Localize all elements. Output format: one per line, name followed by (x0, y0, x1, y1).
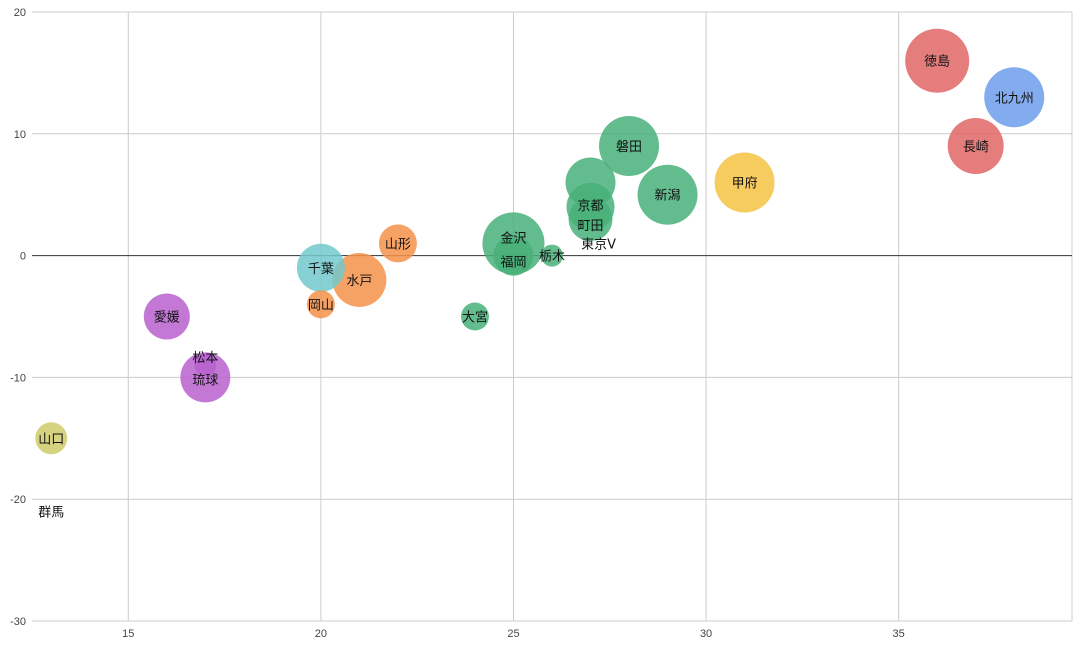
bubble-label: 山口 (38, 432, 64, 447)
bubble (568, 197, 613, 242)
bubble-label: 栃木 (539, 250, 565, 265)
y-tick-label: 20 (14, 7, 26, 19)
bubble-label: 福岡 (500, 256, 526, 271)
bubble (599, 115, 660, 176)
y-tick-label: 10 (14, 129, 26, 141)
bubble-label: 水戸 (346, 274, 372, 289)
bubble (714, 152, 775, 213)
x-tick-label: 35 (893, 628, 905, 640)
x-tick-label: 30 (700, 628, 712, 640)
bubble-label: 岡山 (308, 298, 334, 313)
bubble-label: 徳島 (924, 55, 950, 70)
bubble (905, 28, 970, 93)
bubble (493, 235, 534, 276)
x-tick-label: 20 (315, 628, 327, 640)
bubble-label: 千葉 (308, 262, 334, 277)
y-tick-label: -20 (10, 494, 26, 506)
bubble (296, 243, 345, 292)
bubble-label: 甲府 (732, 177, 758, 192)
bubble (35, 422, 68, 455)
bubble-label: 町田 (578, 219, 604, 234)
bubble (143, 293, 190, 340)
bubble (947, 117, 1004, 174)
bubble (460, 302, 489, 331)
bubble-label: 大宮 (462, 310, 488, 326)
bubble-label: 松本 (192, 351, 218, 366)
bubble (332, 252, 387, 307)
bubble-label: 東京V (581, 236, 616, 252)
bubble (306, 290, 335, 319)
bubble-label: 京都 (578, 199, 604, 214)
bubble-label: 群馬 (38, 505, 64, 520)
bubble-label: 金沢 (500, 230, 526, 246)
bubble (180, 352, 231, 403)
bubble-label: 山形 (385, 237, 411, 252)
bubble (541, 244, 563, 267)
y-tick-label: 0 (20, 251, 26, 263)
y-tick-label: -10 (10, 372, 26, 384)
x-tick-label: 15 (122, 628, 134, 640)
bubble-label: 北九州 (995, 91, 1034, 106)
bubble (984, 67, 1045, 128)
axis-tick-labels: 15 20 25 30 35 -30 -20 -10 0 10 20 (10, 7, 905, 640)
bubble (194, 354, 217, 377)
bubble-label: 琉球 (192, 373, 218, 388)
gridlines (32, 11, 1073, 622)
bubbles (35, 28, 1045, 455)
bubble-label: 長崎 (963, 140, 989, 155)
bubble-label: 磐田 (616, 140, 642, 155)
x-tick-label: 25 (507, 628, 519, 640)
bubble-label: 愛媛 (154, 311, 180, 326)
bubble-label: 新潟 (655, 188, 681, 204)
bubble (637, 164, 698, 225)
bubble (378, 224, 417, 263)
y-tick-label: -30 (10, 616, 26, 628)
